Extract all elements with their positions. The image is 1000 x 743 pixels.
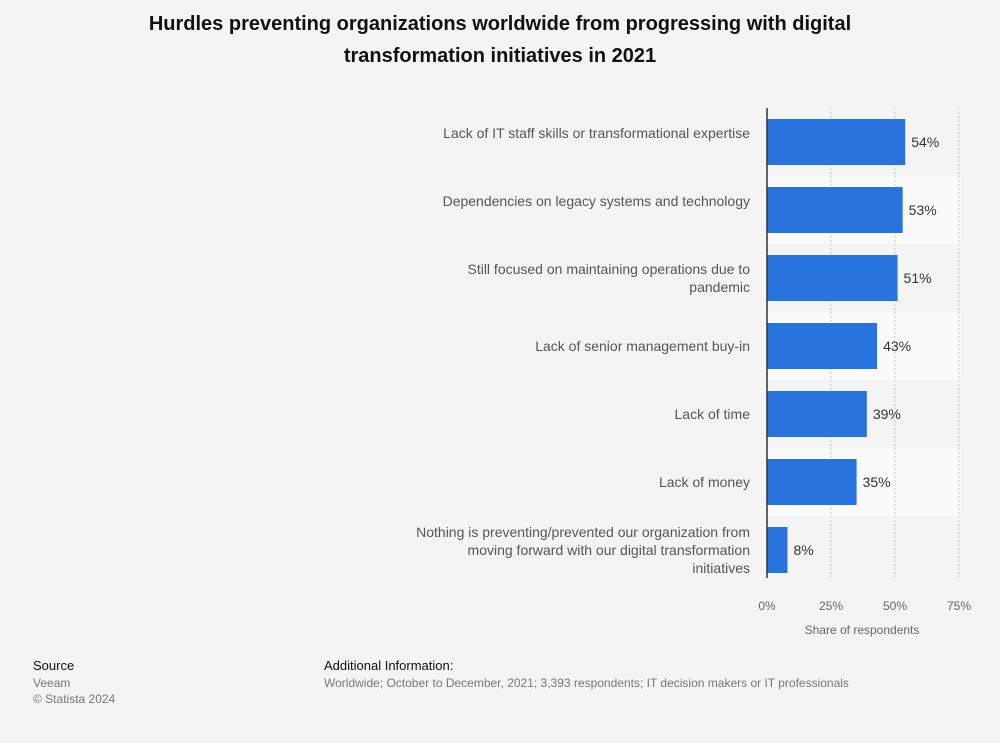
x-axis-title: Share of respondents (805, 623, 920, 637)
category-label: Lack of senior management buy-in (535, 338, 750, 354)
bar (767, 323, 878, 369)
source-heading: Source (33, 658, 75, 673)
bar (767, 187, 903, 233)
bar-chart: 0% 25% 50% 75% 54% 53% 51% 43% 39% 35% 8% Share of … (758, 108, 971, 637)
bar (767, 119, 906, 165)
x-tick-label: 25% (819, 599, 843, 613)
category-label: Still focused on maintaining operations … (467, 261, 750, 295)
category-label: Dependencies on legacy systems and techn… (442, 193, 750, 209)
additional-info-heading: Additional Information: (324, 658, 454, 673)
bar-value-label: 35% (863, 474, 891, 490)
bar (767, 527, 788, 573)
bar-value-label: 54% (911, 134, 939, 150)
x-tick-label: 0% (758, 599, 776, 613)
bar (767, 255, 898, 301)
bar-value-label: 53% (909, 202, 937, 218)
category-label: Lack of IT staff skills or transformatio… (443, 125, 750, 141)
bar-value-label: 39% (873, 406, 901, 422)
x-tick-label: 50% (883, 599, 907, 613)
category-label: Lack of money (658, 474, 750, 490)
chart-title: Hurdles preventing organizations worldwi… (148, 13, 852, 67)
x-tick-label: 75% (947, 599, 971, 613)
category-label: Lack of time (674, 406, 750, 422)
bar (767, 391, 867, 437)
row-band (767, 516, 961, 584)
bar-value-label: 51% (904, 270, 932, 286)
copyright: © Statista 2024 (33, 692, 116, 706)
bar-value-label: 8% (793, 542, 813, 558)
bar (767, 459, 857, 505)
category-label: Nothing is preventing/prevented our orga… (416, 524, 750, 576)
additional-info-text: Worldwide; October to December, 2021; 3,… (324, 676, 849, 690)
source-name: Veeam (33, 676, 71, 690)
bar-value-label: 43% (883, 338, 911, 354)
